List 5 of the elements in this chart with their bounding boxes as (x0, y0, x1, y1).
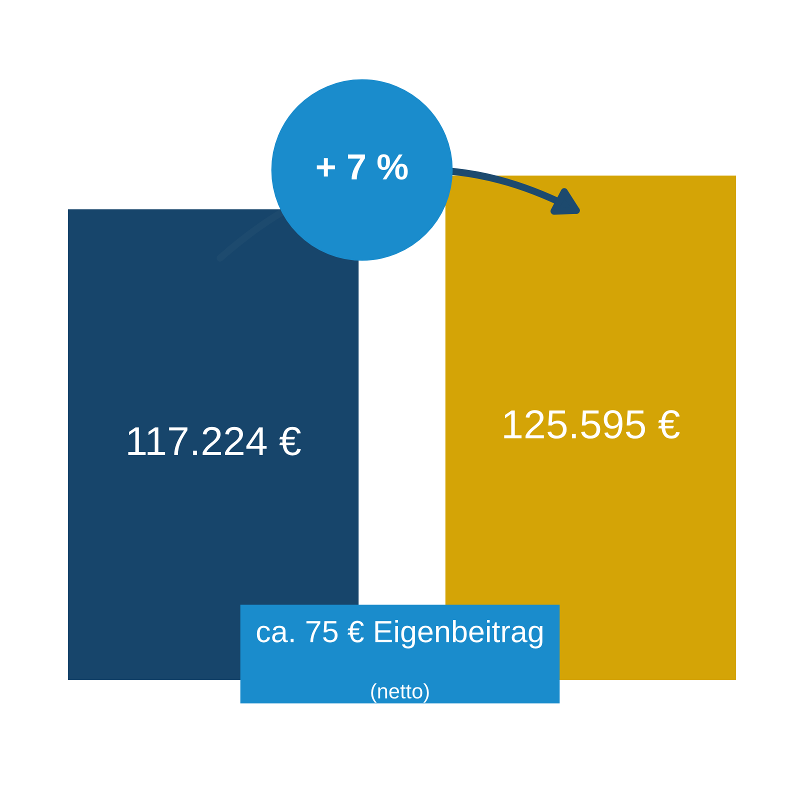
data-label: 117.224 € (128, 426, 301, 456)
annotation: ca. 75 € Eigenbeitrag (256, 620, 542, 648)
annotation: + 7 % (316, 154, 408, 180)
data-label: 125.595 € (504, 410, 680, 439)
text: (netto) (371, 683, 429, 703)
